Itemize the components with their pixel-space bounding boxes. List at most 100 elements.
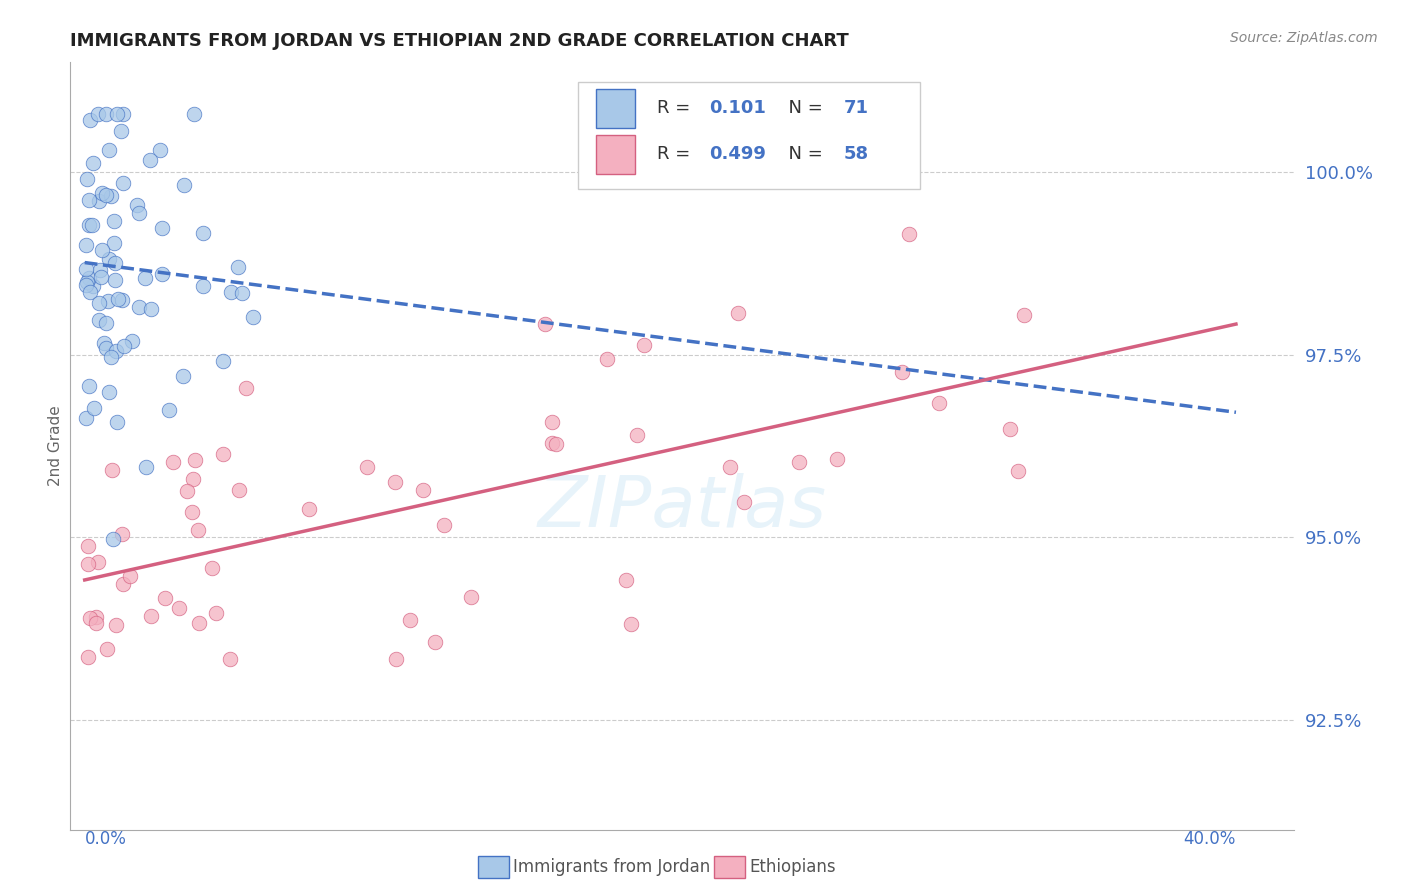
Point (76, 172, 98, 186)
Text: 58: 58 (844, 145, 869, 163)
Point (242, 310, 264, 324)
Point (620, 616, 643, 631)
Point (460, 591, 482, 605)
Point (94, 341, 117, 355)
Point (626, 427, 648, 442)
Point (385, 651, 408, 665)
Point (231, 285, 253, 300)
Point (89, 194, 111, 209)
Point (125, 198, 148, 212)
Point (111, 176, 134, 190)
Point (79, 271, 101, 285)
Point (77, 378, 100, 392)
Point (181, 505, 204, 519)
Point (825, 452, 848, 467)
Point (614, 573, 637, 587)
Point (94, 106, 117, 120)
Point (184, 453, 207, 467)
Point (633, 338, 655, 352)
Point (187, 616, 209, 631)
Point (150, 221, 173, 235)
Text: Source: ZipAtlas.com: Source: ZipAtlas.com (1230, 31, 1378, 45)
Point (187, 524, 209, 538)
Point (76, 650, 98, 665)
Point (75, 278, 97, 293)
Point (718, 460, 741, 475)
Point (87, 106, 110, 120)
Y-axis label: 2nd Grade: 2nd Grade (48, 406, 63, 486)
Point (228, 483, 250, 497)
Bar (596, 88, 636, 128)
Point (176, 483, 198, 498)
Point (399, 613, 422, 627)
Point (75, 261, 97, 276)
Point (89, 262, 111, 277)
Point (90, 243, 112, 257)
Point (384, 475, 406, 490)
Point (120, 569, 142, 583)
Point (595, 351, 617, 366)
Point (928, 396, 950, 410)
Point (1012, 308, 1035, 322)
Point (76, 539, 98, 553)
Point (76, 275, 98, 289)
Point (356, 460, 378, 475)
Point (104, 256, 127, 270)
Point (79, 112, 101, 127)
Point (83, 401, 105, 415)
Point (211, 447, 233, 461)
Point (205, 606, 228, 620)
Point (150, 267, 173, 281)
Point (77, 193, 100, 207)
Point (112, 339, 135, 353)
Point (76, 558, 98, 572)
Point (219, 285, 242, 299)
Point (77, 218, 100, 232)
Text: ZIPatlas: ZIPatlas (537, 473, 827, 541)
Point (183, 106, 205, 120)
Point (157, 402, 180, 417)
Text: R =: R = (658, 145, 696, 163)
Point (173, 178, 195, 192)
Point (87, 296, 110, 310)
Text: 0.499: 0.499 (709, 145, 766, 163)
Point (98, 252, 121, 266)
Point (128, 300, 150, 314)
Point (93, 336, 115, 351)
Point (84, 610, 107, 624)
Text: Immigrants from Jordan: Immigrants from Jordan (513, 858, 710, 876)
Point (134, 270, 156, 285)
Point (226, 260, 249, 274)
Point (80, 218, 103, 232)
Point (101, 463, 124, 477)
Point (82, 279, 104, 293)
Point (1007, 464, 1029, 478)
Point (104, 272, 127, 286)
Point (211, 353, 233, 368)
Point (86, 616, 108, 631)
Point (162, 455, 184, 469)
Point (733, 495, 755, 509)
Text: 0.0%: 0.0% (84, 830, 127, 847)
Point (82, 156, 104, 170)
Point (423, 635, 446, 649)
Point (100, 189, 122, 203)
Text: 40.0%: 40.0% (1184, 830, 1236, 847)
Point (105, 106, 128, 120)
Point (101, 532, 124, 546)
Point (91, 186, 114, 200)
Point (103, 214, 125, 228)
Point (890, 365, 912, 379)
Point (100, 350, 122, 364)
Point (75, 237, 97, 252)
Point (298, 501, 321, 516)
Point (105, 416, 128, 430)
Point (96, 316, 118, 330)
Point (97, 294, 120, 309)
Point (727, 306, 749, 320)
Point (110, 124, 132, 138)
Point (121, 334, 143, 348)
Point (787, 455, 810, 469)
Point (139, 301, 162, 316)
Text: N =: N = (778, 100, 828, 118)
